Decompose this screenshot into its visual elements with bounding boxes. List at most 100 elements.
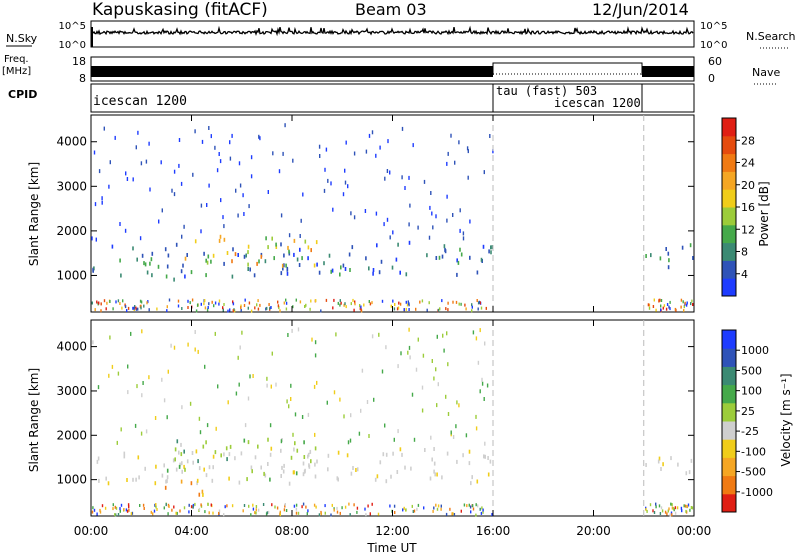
velocity-colorbar: -1000 -500 -100 -25 25 100 500 1000 bbox=[721, 329, 773, 513]
range-time-cell bbox=[202, 492, 204, 497]
range-time-cell bbox=[489, 459, 492, 464]
range-time-cell bbox=[674, 307, 677, 311]
time-x-axis: 00:00 04:00 08:00 12:00 16:00 20:00 00:00 bbox=[74, 115, 711, 538]
range-time-cell bbox=[127, 364, 129, 369]
range-time-cell bbox=[274, 505, 276, 509]
power-panel: 1000 2000 3000 4000 Slant Range [km] bbox=[27, 114, 695, 313]
power-colorbar-swatch bbox=[722, 242, 736, 261]
range-time-cell bbox=[337, 450, 340, 455]
range-time-cell bbox=[689, 243, 692, 248]
range-time-cell bbox=[243, 212, 245, 216]
range-time-cell bbox=[109, 160, 111, 165]
range-time-cell bbox=[482, 508, 484, 512]
range-time-cell bbox=[446, 161, 448, 166]
range-time-cell bbox=[284, 503, 286, 506]
velocity-colorbar-tick-label: 1000 bbox=[741, 344, 769, 357]
x-tick-label: 16:00 bbox=[476, 524, 511, 538]
range-time-cell bbox=[119, 509, 121, 513]
range-time-cell bbox=[250, 465, 253, 470]
range-time-cell bbox=[263, 471, 265, 476]
range-time-cell bbox=[421, 408, 424, 413]
range-time-cell bbox=[327, 453, 330, 458]
range-time-cell bbox=[330, 513, 332, 517]
range-time-cell bbox=[401, 126, 404, 131]
range-time-cell bbox=[290, 397, 292, 401]
range-time-cell bbox=[342, 192, 345, 197]
range-time-cell bbox=[214, 450, 217, 455]
range-time-cell bbox=[406, 303, 409, 307]
range-time-cell bbox=[683, 305, 685, 309]
range-time-cell bbox=[690, 302, 692, 306]
range-time-cell bbox=[682, 300, 684, 304]
range-time-cell bbox=[318, 513, 321, 517]
power-colorbar-swatch bbox=[722, 224, 736, 244]
range-time-cell bbox=[208, 465, 211, 470]
range-time-cell bbox=[685, 471, 688, 476]
range-time-cell bbox=[180, 479, 183, 484]
range-time-cell bbox=[286, 271, 289, 276]
range-time-cell bbox=[237, 253, 239, 257]
range-time-cell bbox=[431, 211, 433, 216]
range-time-cell bbox=[438, 255, 441, 260]
range-time-cell bbox=[93, 266, 95, 271]
range-time-cell bbox=[167, 512, 169, 516]
range-time-cell bbox=[175, 511, 177, 515]
range-time-cell bbox=[247, 244, 250, 249]
range-time-cell bbox=[175, 242, 178, 247]
range-time-cell bbox=[463, 503, 466, 507]
range-time-cell bbox=[174, 447, 177, 452]
range-time-cell bbox=[307, 245, 310, 250]
range-time-cell bbox=[142, 381, 144, 385]
range-time-cell bbox=[204, 510, 206, 514]
range-time-cell bbox=[181, 469, 183, 474]
range-time-cell bbox=[443, 244, 446, 249]
range-time-cell bbox=[478, 300, 481, 304]
range-time-cell bbox=[373, 397, 375, 402]
range-time-cell bbox=[340, 265, 342, 270]
range-time-cell bbox=[228, 452, 231, 457]
range-time-cell bbox=[453, 513, 456, 516]
range-time-cell bbox=[281, 465, 283, 470]
range-time-cell bbox=[212, 253, 215, 258]
y-tick-label: 4000 bbox=[56, 340, 87, 354]
range-time-cell bbox=[397, 364, 399, 369]
range-time-cell bbox=[400, 351, 402, 356]
range-time-cell bbox=[690, 506, 693, 509]
range-time-cell bbox=[369, 512, 371, 516]
range-time-cell bbox=[375, 211, 378, 216]
power-colorbar-tick-label: 28 bbox=[741, 134, 755, 147]
range-time-cell bbox=[278, 169, 281, 174]
range-time-cell bbox=[670, 502, 672, 506]
range-time-cell bbox=[405, 272, 408, 277]
range-time-cell bbox=[238, 480, 241, 485]
range-time-cell bbox=[660, 304, 662, 308]
range-time-cell bbox=[267, 510, 270, 514]
range-time-cell bbox=[198, 492, 201, 497]
range-time-cell bbox=[660, 308, 662, 312]
range-time-cell bbox=[143, 507, 145, 510]
velocity-colorbar-frame bbox=[721, 329, 737, 513]
range-time-cell bbox=[202, 444, 205, 449]
range-time-cell bbox=[293, 504, 296, 508]
range-time-cell bbox=[480, 511, 483, 515]
range-time-cell bbox=[345, 305, 347, 309]
range-time-cell bbox=[242, 193, 244, 198]
range-time-cell bbox=[649, 503, 652, 507]
range-time-cell bbox=[139, 299, 142, 303]
range-time-cell bbox=[140, 161, 143, 166]
range-time-cell bbox=[91, 236, 93, 241]
range-time-cell bbox=[94, 202, 97, 207]
y-tick-label: 4000 bbox=[56, 135, 87, 149]
range-time-cell bbox=[361, 368, 364, 373]
power-data-layer bbox=[91, 123, 694, 313]
nave-trace bbox=[492, 62, 643, 75]
range-time-cell bbox=[376, 243, 378, 248]
range-time-cell bbox=[194, 347, 196, 352]
range-time-cell bbox=[155, 464, 157, 469]
range-time-cell bbox=[372, 271, 374, 276]
cpid-segment-1: icescan 1200 bbox=[93, 94, 187, 109]
range-time-cell bbox=[100, 309, 102, 313]
range-time-cell bbox=[459, 208, 461, 213]
range-time-cell bbox=[330, 269, 332, 274]
range-time-cell bbox=[250, 309, 253, 313]
